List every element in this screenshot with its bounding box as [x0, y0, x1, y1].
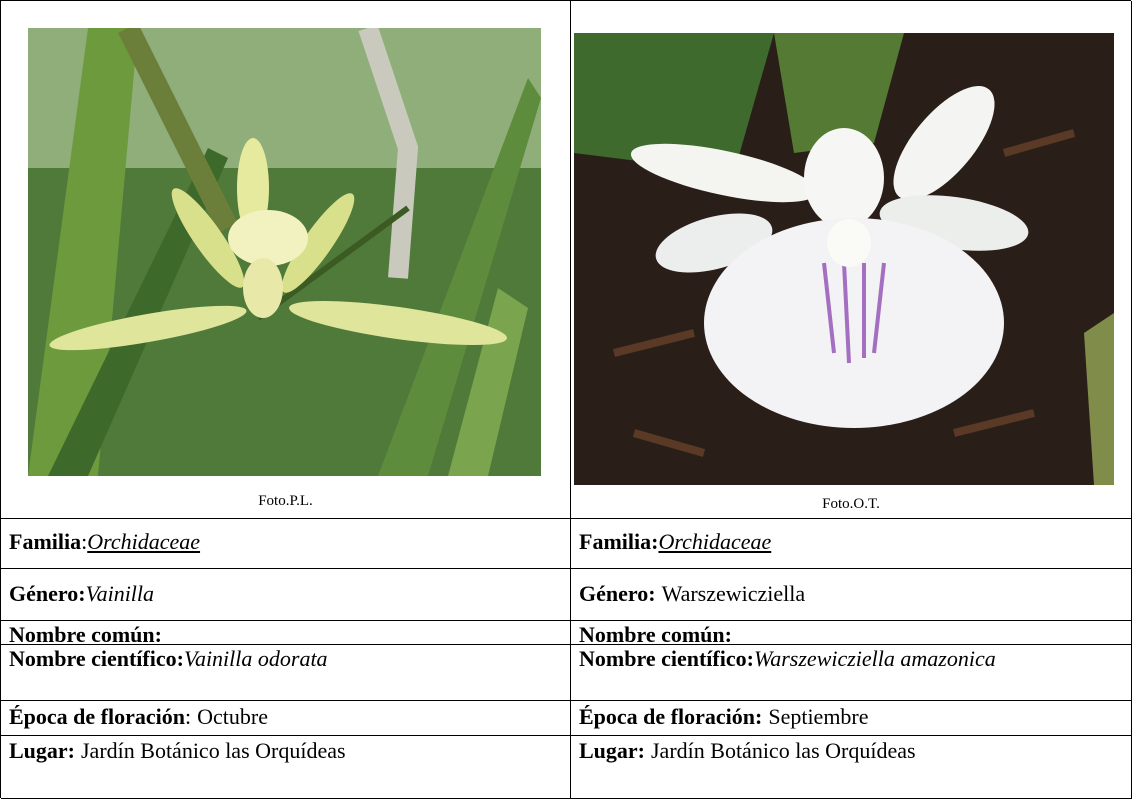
field-value: Jardín Botánico las Orquídeas	[81, 738, 346, 763]
field-label: Género:	[579, 581, 656, 606]
field-value: Orchidaceae	[87, 529, 201, 554]
field-value: Warszewicziella amazonica	[753, 646, 996, 671]
field-cell: Familia:Orchidaceae	[1, 519, 571, 569]
field-label: Género:	[9, 581, 86, 606]
field-label: Nombre científico:	[9, 646, 184, 671]
field-label: Lugar:	[579, 738, 645, 763]
field-cell: Lugar: Jardín Botánico las Orquídeas	[571, 736, 1132, 799]
photo-cell: Foto.P.L.	[1, 1, 571, 519]
field-label: Nombre científico:	[579, 646, 754, 671]
photo	[28, 28, 541, 476]
field-value: Septiembre	[768, 704, 869, 729]
field-cell: Género:Vainilla	[1, 569, 571, 621]
photo-caption: Foto.O.T.	[822, 496, 880, 512]
field-label: Nombre común:	[579, 622, 732, 645]
field-separator: :	[81, 529, 88, 554]
field-label: Familia:	[579, 529, 659, 554]
photo	[574, 33, 1114, 485]
field-label: Familia	[9, 529, 82, 554]
field-label: Nombre común:	[9, 622, 162, 645]
field-separator: :	[185, 704, 192, 729]
field-value: Orchidaceae	[658, 529, 772, 554]
field-value: Warszewicziella	[661, 581, 806, 606]
field-cell: Lugar: Jardín Botánico las Orquídeas	[1, 736, 571, 799]
field-cell: Época de floración: Octubre	[1, 701, 571, 736]
field-cell: Nombre científico:Vainilla odorata	[1, 645, 571, 701]
field-value: Jardín Botánico las Orquídeas	[651, 738, 916, 763]
photo-cell: Foto.O.T.	[571, 1, 1132, 519]
field-value: Octubre	[197, 704, 268, 729]
field-cell: Nombre común:	[571, 621, 1132, 645]
field-label: Época de floración	[9, 704, 185, 729]
field-cell: Nombre científico:Warszewicziella amazon…	[571, 645, 1132, 701]
field-label: Época de floración:	[579, 704, 763, 729]
field-value: Vainilla odorata	[183, 646, 328, 671]
field-cell: Época de floración: Septiembre	[571, 701, 1132, 736]
field-cell: Familia:Orchidaceae	[571, 519, 1132, 569]
field-cell: Nombre común:	[1, 621, 571, 645]
field-cell: Género: Warszewicziella	[571, 569, 1132, 621]
field-label: Lugar:	[9, 738, 75, 763]
photo-caption: Foto.P.L.	[258, 493, 313, 509]
field-value: Vainilla	[85, 581, 155, 606]
